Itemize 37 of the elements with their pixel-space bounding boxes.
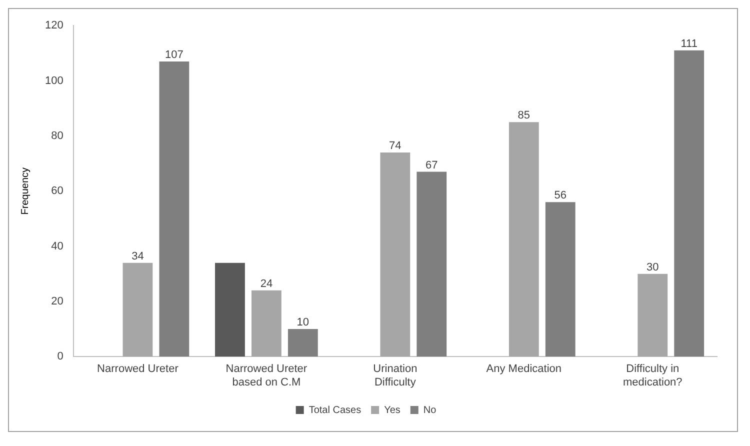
data-label: 111 — [680, 38, 698, 50]
y-tick-label: 80 — [51, 130, 64, 142]
data-label: 74 — [389, 140, 402, 152]
bar — [638, 274, 668, 357]
data-label: 30 — [646, 261, 659, 274]
y-tick-label: 100 — [44, 74, 64, 87]
x-tick-label: Narrowed Ureter based on C.M — [226, 363, 308, 388]
bar — [288, 329, 318, 357]
data-label: 85 — [518, 110, 530, 122]
bar — [122, 262, 153, 357]
data-label: 24 — [260, 278, 273, 290]
x-tick-label: Difficulty in medication? — [622, 363, 682, 388]
data-label: 34 — [132, 250, 144, 262]
legend-label: Total Cases — [308, 404, 362, 416]
bar — [251, 290, 282, 357]
bar — [508, 122, 539, 357]
x-tick-label: Urination Difficulty — [373, 363, 418, 388]
y-tick-label: 120 — [44, 20, 64, 32]
data-label: 10 — [296, 316, 310, 329]
data-label: 67 — [426, 159, 438, 172]
bar — [416, 172, 447, 357]
y-tick-label: 0 — [57, 350, 64, 363]
bar — [380, 152, 410, 357]
legend-label: Yes — [384, 404, 400, 416]
x-tick-label: Narrowed Ureter — [97, 363, 179, 376]
bar — [215, 262, 245, 357]
y-tick-label: 40 — [51, 240, 64, 252]
y-tick-label: 60 — [51, 185, 64, 198]
y-tick-label: 20 — [51, 295, 64, 308]
x-tick-label: Any Medication — [486, 363, 562, 376]
bar — [674, 50, 704, 357]
data-label: 56 — [554, 190, 567, 202]
legend-label: No — [423, 404, 437, 416]
data-label: 107 — [165, 48, 184, 61]
bar — [159, 61, 190, 357]
bar — [545, 202, 576, 357]
y-axis-title: Frequency — [20, 167, 31, 215]
